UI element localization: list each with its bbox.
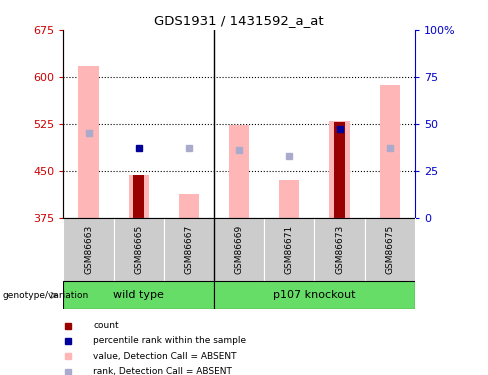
Text: genotype/variation: genotype/variation: [2, 291, 89, 300]
Text: GSM86667: GSM86667: [184, 225, 193, 274]
Text: GSM86669: GSM86669: [235, 225, 244, 274]
Text: p107 knockout: p107 knockout: [273, 290, 356, 300]
Bar: [63, 281, 214, 309]
Text: GSM86665: GSM86665: [134, 225, 143, 274]
Text: GSM86673: GSM86673: [335, 225, 344, 274]
Bar: [179, 194, 199, 217]
Bar: [79, 66, 99, 218]
Text: rank, Detection Call = ABSENT: rank, Detection Call = ABSENT: [93, 368, 232, 375]
Bar: [133, 175, 144, 217]
Bar: [164, 217, 214, 281]
Text: count: count: [93, 321, 119, 330]
Bar: [329, 121, 349, 218]
Bar: [279, 180, 299, 218]
Bar: [264, 217, 314, 281]
Bar: [214, 281, 415, 309]
Bar: [380, 85, 400, 218]
Title: GDS1931 / 1431592_a_at: GDS1931 / 1431592_a_at: [154, 15, 324, 27]
Text: GSM86663: GSM86663: [84, 225, 93, 274]
Bar: [129, 175, 149, 217]
Bar: [314, 217, 365, 281]
Bar: [114, 217, 164, 281]
Text: percentile rank within the sample: percentile rank within the sample: [93, 336, 246, 345]
Text: value, Detection Call = ABSENT: value, Detection Call = ABSENT: [93, 352, 237, 361]
Text: GSM86671: GSM86671: [285, 225, 294, 274]
Text: wild type: wild type: [113, 290, 164, 300]
Bar: [63, 217, 114, 281]
Text: GSM86675: GSM86675: [385, 225, 394, 274]
Bar: [365, 217, 415, 281]
Bar: [229, 125, 249, 217]
Bar: [214, 217, 264, 281]
Bar: [334, 122, 345, 218]
